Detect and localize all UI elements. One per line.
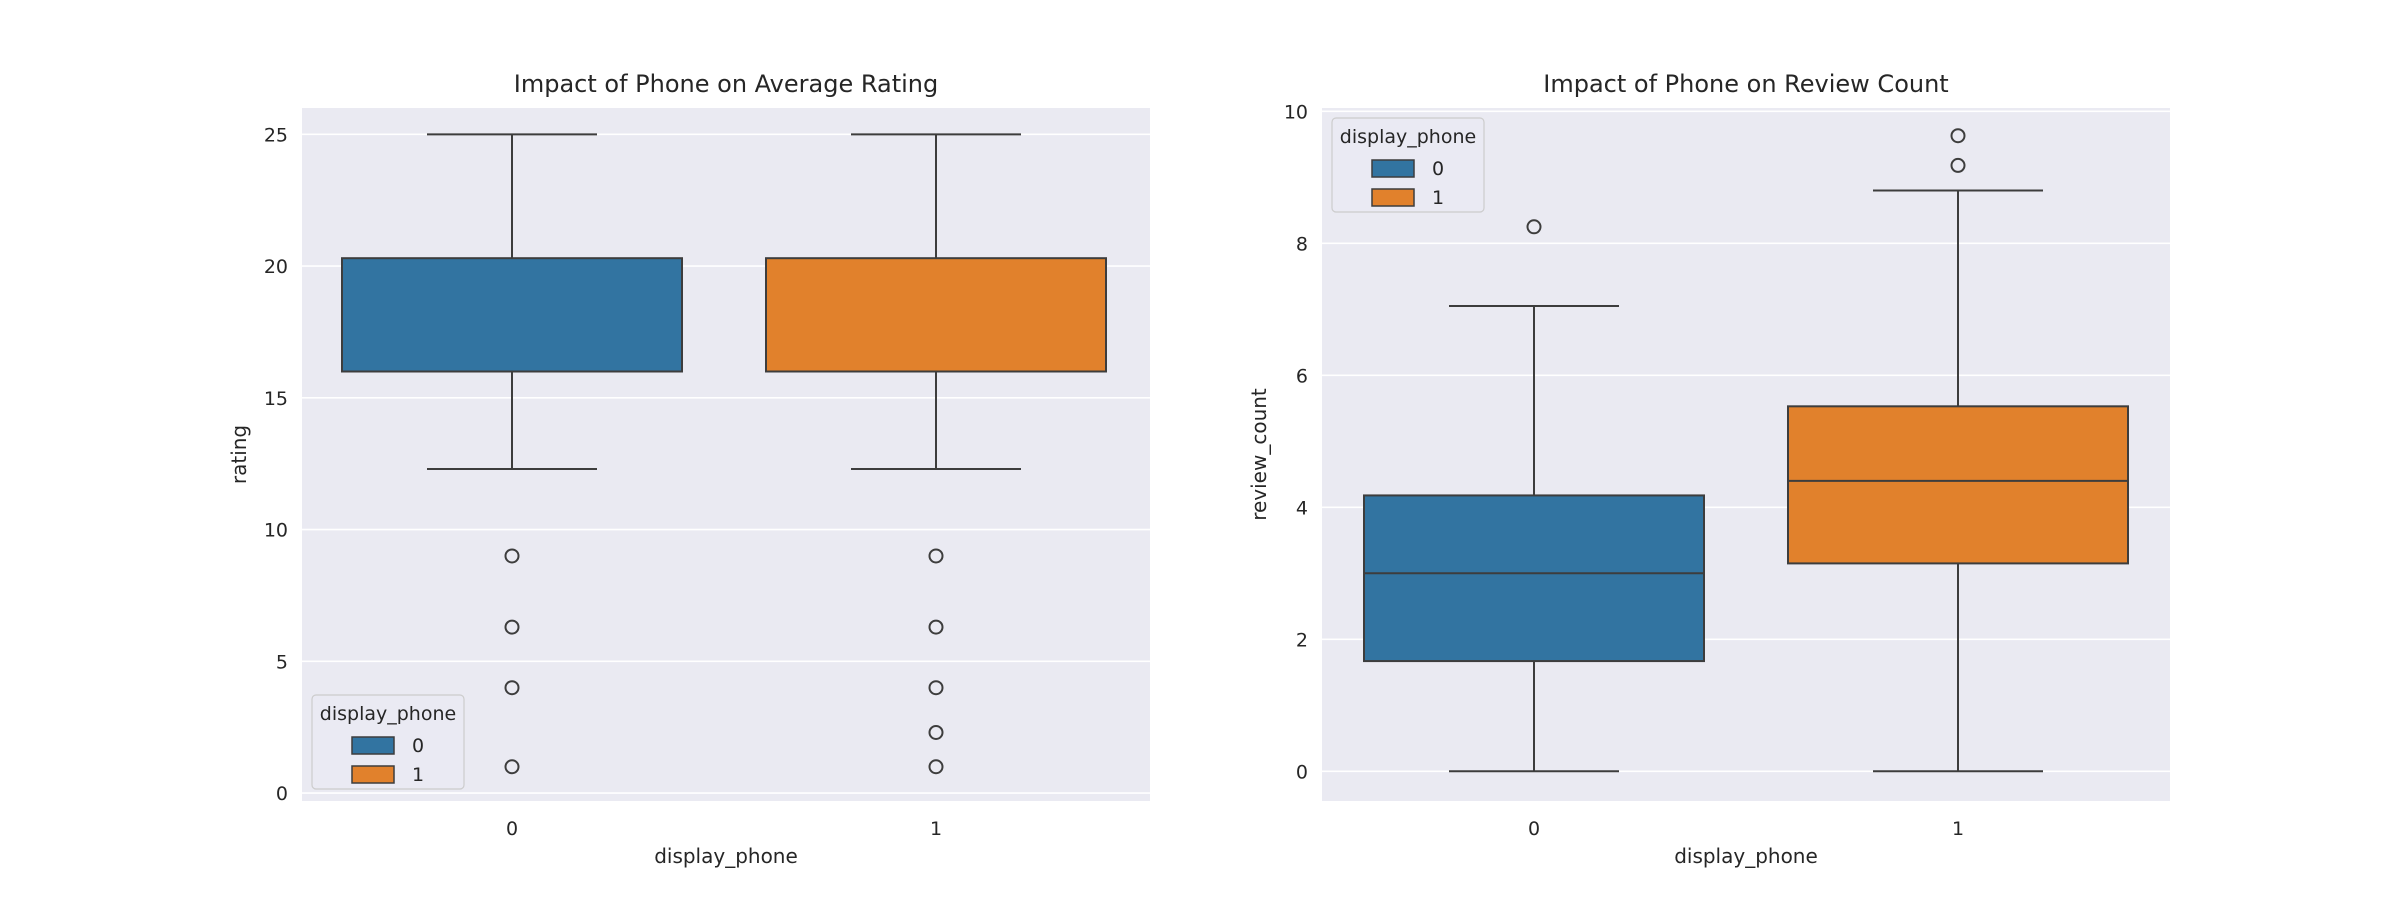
outlier-point — [1950, 128, 1966, 144]
legend-title: display_phone — [1340, 126, 1476, 148]
x-tick-label: 0 — [1528, 818, 1540, 840]
iqr-box — [1787, 405, 2129, 565]
legend-label-1: 1 — [412, 764, 424, 786]
outlier-point — [928, 759, 944, 775]
outlier-point — [504, 680, 520, 696]
y-tick-label: 5 — [276, 651, 288, 673]
outlier-point — [1950, 157, 1966, 173]
outlier-point — [504, 759, 520, 775]
legend-label-1: 1 — [1432, 187, 1444, 209]
outlier-point — [928, 619, 944, 635]
y-tick-label: 2 — [1296, 629, 1308, 651]
y-tick-label: 8 — [1296, 233, 1308, 255]
legend: display_phone 0 1 — [311, 694, 465, 790]
y-tick-label: 10 — [1284, 101, 1308, 123]
legend-label-0: 0 — [412, 735, 424, 757]
outlier-point — [928, 548, 944, 564]
legend: display_phone 0 1 — [1331, 117, 1485, 213]
y-tick-label: 20 — [264, 256, 288, 278]
x-axis-label: display_phone — [1674, 844, 1818, 868]
outlier-point — [928, 724, 944, 740]
box-group-0 — [1363, 219, 1705, 773]
iqr-box — [765, 257, 1107, 373]
x-tick-label: 1 — [1952, 818, 1964, 840]
y-tick-label: 10 — [264, 520, 288, 542]
box-group-0 — [341, 133, 683, 775]
box-group-1 — [1787, 128, 2129, 773]
y-tick-label: 6 — [1296, 365, 1308, 387]
outlier-point — [1526, 219, 1542, 235]
y-tick-label: 0 — [276, 783, 288, 805]
outlier-point — [928, 680, 944, 696]
y-axis-label: review_count — [1247, 388, 1271, 521]
legend-swatch-0 — [1371, 159, 1415, 178]
iqr-box — [1363, 494, 1705, 663]
box-group-1 — [765, 133, 1107, 775]
chart-title: Impact of Phone on Review Count — [1543, 70, 1948, 98]
legend-swatch-1 — [351, 765, 395, 784]
chart-title: Impact of Phone on Average Rating — [514, 70, 938, 98]
y-tick-label: 25 — [264, 124, 288, 146]
plot-area — [302, 108, 1150, 801]
y-tick-label: 15 — [264, 388, 288, 410]
outlier-point — [504, 619, 520, 635]
y-tick-label: 0 — [1296, 761, 1308, 783]
x-tick-label: 0 — [506, 818, 518, 840]
y-tick-label: 4 — [1296, 497, 1308, 519]
legend-swatch-1 — [1371, 188, 1415, 207]
iqr-box — [341, 257, 683, 373]
legend-title: display_phone — [320, 703, 456, 725]
x-axis-label: display_phone — [654, 844, 798, 868]
x-tick-label: 1 — [930, 818, 942, 840]
legend-label-0: 0 — [1432, 158, 1444, 180]
legend-swatch-0 — [351, 736, 395, 755]
y-axis-label: rating — [227, 425, 251, 484]
outlier-point — [504, 548, 520, 564]
